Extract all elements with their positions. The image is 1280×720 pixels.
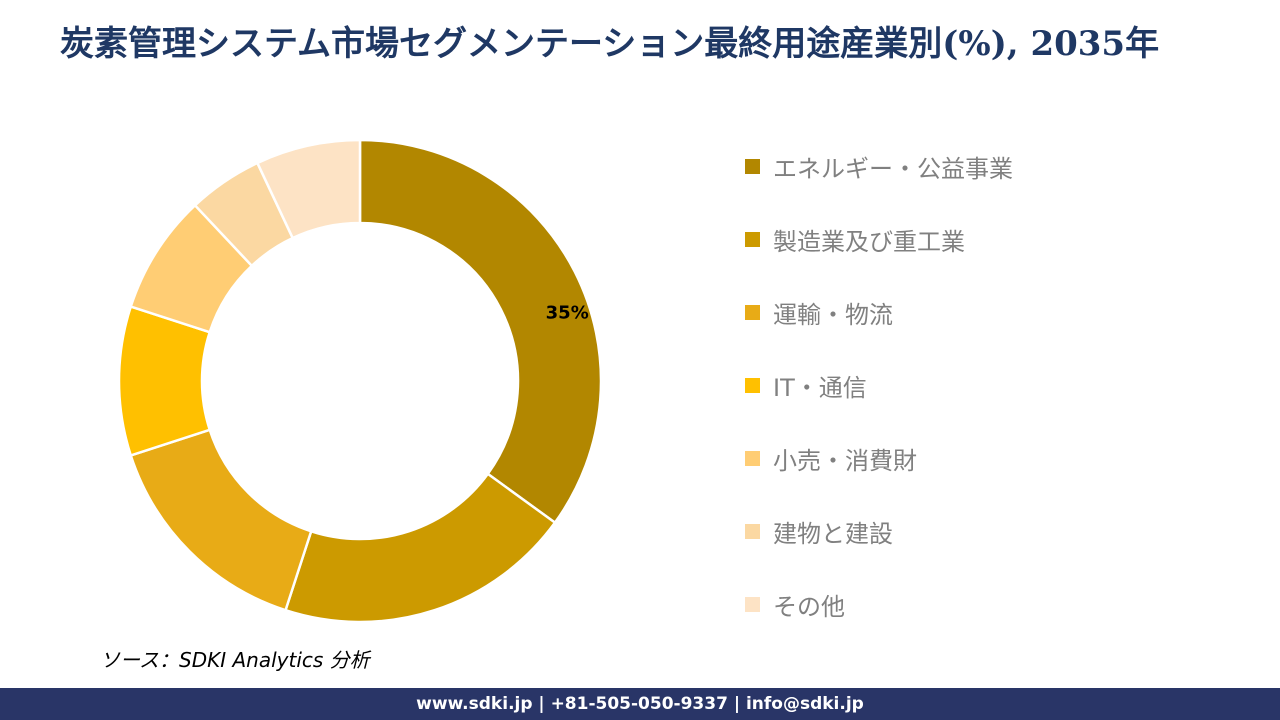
legend-swatch-icon (745, 377, 760, 393)
legend-swatch-icon (745, 304, 760, 320)
pie-slice-0 (358, 138, 603, 524)
legend-item-6: その他 (745, 589, 1013, 621)
legend-label: IT・通信 (773, 373, 867, 402)
pie-slice-2 (129, 428, 313, 612)
donut-chart: 35% (110, 131, 610, 631)
legend-label: エネルギー・公益事業 (773, 154, 1013, 183)
legend-label: 建物と建設 (773, 519, 893, 548)
pie-slice-1 (284, 472, 557, 624)
chart-legend: エネルギー・公益事業 製造業及び重工業 運輸・物流 IT・通信小売・消費財 建物と建設そ… (745, 151, 1013, 621)
legend-label: 製造業及び重工業 (773, 227, 965, 256)
legend-swatch-icon (745, 158, 760, 174)
footer-bar: www.sdki.jp | +81-505-050-9337 | info@sd… (0, 688, 1280, 720)
legend-label: 小売・消費財 (773, 446, 917, 475)
source-note: ソース：SDKI Analytics 分析 (100, 648, 370, 672)
legend-item-3: IT・通信 (745, 370, 1013, 402)
chart-title: 炭素管理システム市場セグメンテーション最終用途産業別(%), 2035年 (60, 24, 1160, 64)
legend-swatch-icon (745, 450, 760, 466)
legend-item-0: エネルギー・公益事業 (745, 151, 1013, 183)
donut-chart-svg: 35% (117, 138, 603, 624)
pie-slice-6 (256, 138, 362, 240)
legend-swatch-icon (745, 231, 760, 247)
legend-item-1: 製造業及び重工業 (745, 224, 1013, 256)
legend-label: その他 (773, 592, 845, 621)
legend-label: 運輸・物流 (773, 300, 893, 329)
legend-swatch-icon (745, 523, 760, 539)
legend-item-4: 小売・消費財 (745, 443, 1013, 475)
legend-item-2: 運輸・物流 (745, 297, 1013, 329)
legend-item-5: 建物と建設 (745, 516, 1013, 548)
data-label-slice-0: 35% (546, 302, 589, 323)
footer-contact-text: www.sdki.jp | +81-505-050-9337 | info@sd… (416, 694, 864, 714)
legend-swatch-icon (745, 596, 760, 612)
